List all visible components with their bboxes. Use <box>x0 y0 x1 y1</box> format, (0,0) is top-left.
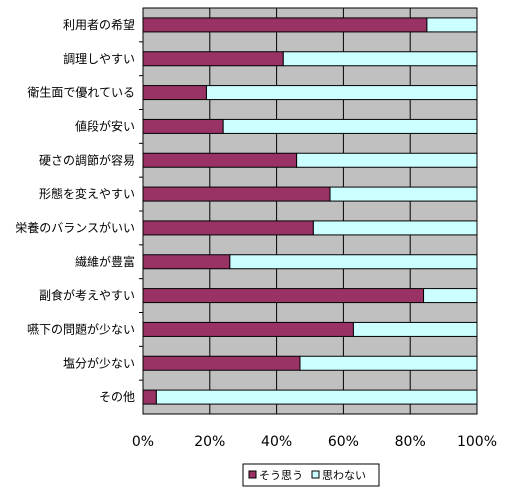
x-tick-label: 80% <box>395 434 426 450</box>
category-label: 調理しやすい <box>63 52 135 66</box>
category-label: 嚥下の問題が少ない <box>27 321 135 336</box>
category-label: その他 <box>99 390 135 404</box>
category-labels: 利用者の希望調理しやすい衛生面で優れている値段が安い硬さの調節が容易形態を変えや… <box>15 17 135 404</box>
category-label: 形態を変えやすい <box>39 186 135 201</box>
bar-agree-7 <box>142 254 231 270</box>
bar-disagree-8 <box>423 288 478 304</box>
bar-agree-9 <box>142 321 354 337</box>
category-label: 塩分が少ない <box>63 355 135 370</box>
bar-agree-8 <box>142 288 425 304</box>
category-label: 副食が考えやすい <box>39 288 135 303</box>
bar-agree-3 <box>142 118 224 134</box>
legend-swatch-1 <box>311 470 320 479</box>
bar-agree-5 <box>142 186 331 202</box>
x-tick-label: 0% <box>132 434 154 450</box>
x-tick-label: 60% <box>328 434 359 450</box>
category-label: 利用者の希望 <box>63 17 135 32</box>
bar-disagree-4 <box>296 152 478 168</box>
bar-disagree-7 <box>229 254 478 270</box>
category-label: 衛生面で優れている <box>27 86 135 100</box>
plot-area <box>139 7 478 415</box>
bar-agree-2 <box>142 85 207 101</box>
category-label: 硬さの調節が容易 <box>39 152 135 167</box>
category-label: 値段が安い <box>75 118 135 133</box>
bar-agree-1 <box>142 51 284 67</box>
bar-disagree-6 <box>312 220 478 236</box>
bar-disagree-9 <box>352 321 478 337</box>
bar-agree-6 <box>142 220 314 236</box>
bar-agree-0 <box>142 17 428 33</box>
bar-disagree-1 <box>282 51 478 67</box>
x-tick-label: 40% <box>261 434 292 450</box>
bar-disagree-3 <box>222 118 478 134</box>
bar-disagree-11 <box>155 389 478 405</box>
category-label: 繊維が豊富 <box>75 254 135 269</box>
legend: そう思う 思わない <box>242 463 380 487</box>
legend-label-0: そう思う <box>259 469 303 482</box>
bar-disagree-0 <box>426 17 478 33</box>
bar-agree-10 <box>142 355 301 371</box>
bar-agree-4 <box>142 152 298 168</box>
x-tick-label: 100% <box>457 434 497 450</box>
legend-swatch-0 <box>248 470 257 479</box>
plot-background <box>142 7 478 415</box>
bar-disagree-2 <box>205 85 478 101</box>
bar-disagree-10 <box>299 355 478 371</box>
x-tick-labels: 0% 20% 40% 60% 80% 100% <box>132 434 497 450</box>
legend-box <box>242 463 380 487</box>
bar-agree-11 <box>142 389 157 405</box>
category-label: 栄養のバランスがいい <box>15 220 135 235</box>
legend-label-1: 思わない <box>322 469 366 482</box>
bar-disagree-5 <box>329 186 478 202</box>
x-tick-label: 20% <box>194 434 225 450</box>
